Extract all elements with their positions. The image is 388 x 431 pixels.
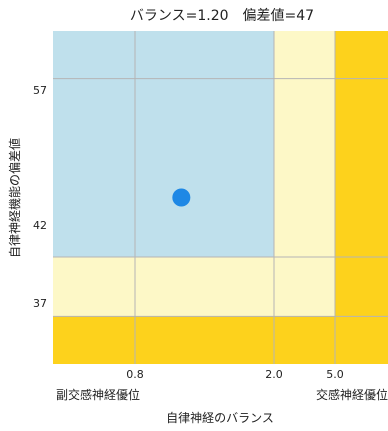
x-end-label-right: 交感神経優位 — [316, 387, 388, 402]
zone-layer — [53, 31, 388, 364]
x-tick-label: 0.8 — [126, 368, 144, 381]
data-point — [172, 188, 191, 207]
x-tick-label: 5.0 — [326, 368, 344, 381]
y-tick-label: 37 — [33, 297, 47, 310]
y-tick-label: 42 — [33, 219, 47, 232]
point-layer — [172, 188, 191, 207]
y-tick-label: 57 — [33, 84, 47, 97]
x-end-label-left: 副交感神経優位 — [56, 387, 140, 402]
x-tick-label: 2.0 — [265, 368, 283, 381]
x-axis-label: 自律神経のバランス — [166, 411, 274, 425]
grid-layer — [53, 31, 388, 364]
y-axis-label: 自律神経機能の偏差値 — [7, 138, 22, 258]
chart-title: バランス=1.20 偏差値=47 — [130, 8, 314, 24]
zone-blue — [53, 31, 274, 257]
